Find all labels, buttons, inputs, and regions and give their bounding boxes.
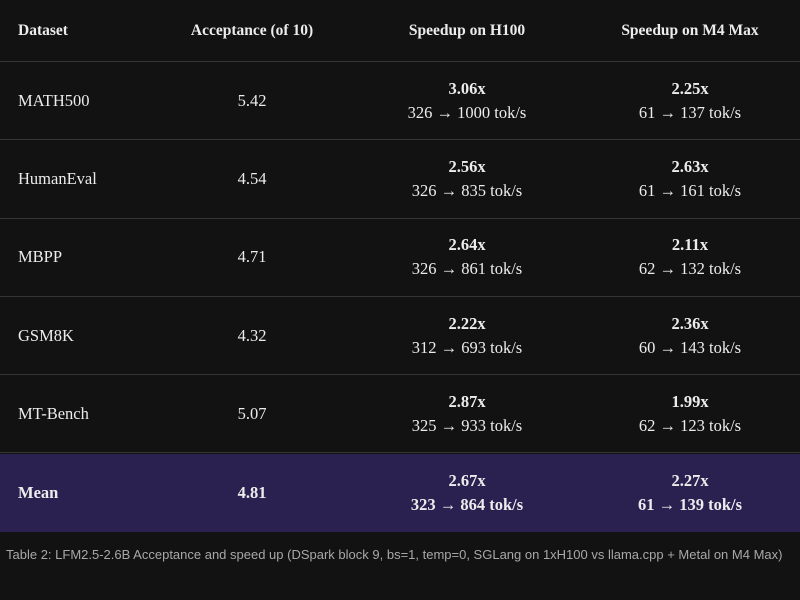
acceptance-cell: 5.42 [237,90,267,110]
header-row: Dataset Acceptance (of 10) Speedup on H100… [0,0,800,62]
m4-cell: 1.99x 62 → 123 tok/s [585,375,795,452]
acceptance-cell: 4.32 [237,325,267,345]
throughput: 326 → 835 tok/s [411,180,523,200]
caption: Table 2: LFM2.5-2.6B Acceptance and spee… [6,547,783,562]
throughput: 62 → 123 tok/s [638,415,742,435]
h100-cell: 2.87x 325 → 933 tok/s [362,375,572,452]
throughput: 61 → 137 tok/s [638,102,742,122]
dataset-cell: GSM8K [18,325,74,345]
throughput: 326 → 861 tok/s [411,259,523,279]
header-cell: Speedup on M4 Max [621,21,759,39]
h100-cell: 2.56x 326 → 835 tok/s [362,140,572,217]
throughput: 325 → 933 tok/s [411,415,523,435]
throughput: 61 → 161 tok/s [638,180,742,200]
throughput: 312 → 693 tok/s [411,337,523,357]
speedup: 2.27x [671,470,709,490]
table-row: MT-Bench 5.07 2.87x 325 → 933 tok/s 1.99x 62 … [0,375,800,454]
m4-cell: 2.25x 61 → 137 tok/s [585,62,795,139]
throughput: 60 → 143 tok/s [638,337,742,357]
speedup: 3.06x [448,78,486,98]
speedup: 2.63x [671,156,709,176]
table-row: MATH500 5.42 3.06x 326 → 1000 tok/s 2.25x 61 … [0,62,800,141]
acceptance-cell: 5.07 [237,403,267,423]
header-cell: Acceptance (of 10) [190,21,314,39]
speedup: 2.11x [671,235,709,255]
throughput: 323 → 864 tok/s [410,494,524,514]
acceptance-cell: 4.81 [237,482,267,502]
table-row: HumanEval 4.54 2.56x 326 → 835 tok/s 2.63x 61… [0,140,800,219]
dataset-cell: HumanEval [18,168,97,188]
speedup: 1.99x [671,391,709,411]
m4-cell: 2.27x 61 → 139 tok/s [585,454,795,532]
speedup: 2.87x [448,391,486,411]
dataset-cell: MT-Bench [18,403,89,423]
speedup: 2.56x [448,156,486,176]
acceptance-cell: 4.54 [237,168,267,188]
h100-cell: 2.22x 312 → 693 tok/s [362,297,572,374]
h100-cell: 3.06x 326 → 1000 tok/s [362,62,572,139]
m4-cell: 2.11x 62 → 132 tok/s [585,219,795,296]
throughput: 62 → 132 tok/s [638,259,742,279]
table-row: MBPP 4.71 2.64x 326 → 861 tok/s 2.11x 62 → 13… [0,219,800,297]
acceptance-cell: 4.71 [237,247,267,267]
speedup: 2.22x [448,313,486,333]
m4-cell: 2.63x 61 → 161 tok/s [585,140,795,217]
h100-cell: 2.64x 326 → 861 tok/s [362,219,572,296]
header-cell: Speedup on H100 [408,21,526,39]
speedup: 2.36x [671,313,709,333]
dataset-cell: Mean [18,482,59,502]
mean-row: Mean 4.81 2.67x 323 → 864 tok/s 2.27x 61 → 13… [0,453,800,532]
speedup: 2.67x [448,470,486,490]
h100-cell: 2.67x 323 → 864 tok/s [362,454,572,532]
speedup: 2.25x [671,78,709,98]
dataset-cell: MATH500 [18,90,90,110]
m4-cell: 2.36x 60 → 143 tok/s [585,297,795,374]
throughput: 326 → 1000 tok/s [407,102,527,122]
header-cell: Dataset [18,21,68,39]
dataset-cell: MBPP [18,247,63,267]
speedup: 2.64x [448,235,486,255]
throughput: 61 → 139 tok/s [637,494,743,514]
table-row: GSM8K 4.32 2.22x 312 → 693 tok/s 2.36x 60 → 1… [0,297,800,376]
